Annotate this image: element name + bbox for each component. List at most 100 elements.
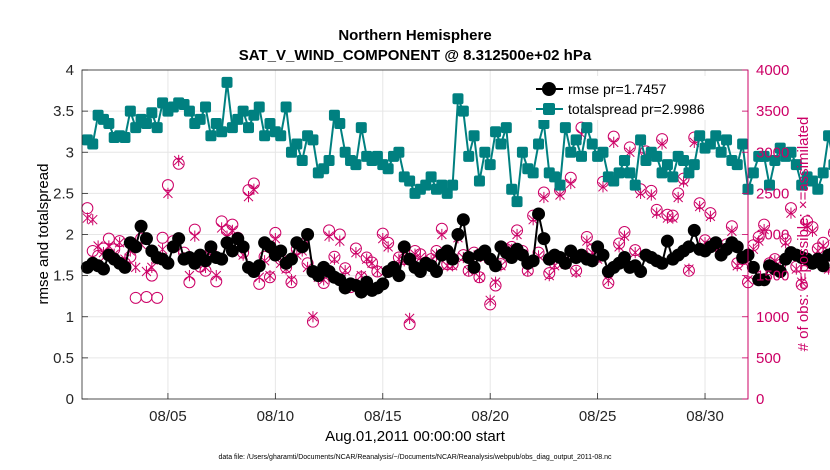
totalspread-point (253, 101, 265, 113)
rmse-point (655, 256, 669, 270)
y-right-tick-label: 1500 (756, 268, 789, 285)
rmse-point (295, 240, 309, 254)
rmse-point (225, 244, 239, 258)
y-right-tick-label: 1000 (756, 309, 789, 326)
rmse-point (129, 240, 143, 254)
totalspread-point (296, 154, 308, 166)
y-left-tick-label: 2.5 (53, 185, 74, 202)
obs-assimilated-point (474, 271, 485, 283)
legend-box (532, 76, 742, 120)
totalspread-point (479, 146, 491, 158)
totalspread-point (404, 175, 416, 187)
obs-assimilated-point (490, 276, 501, 288)
obs-assimilated-point (329, 253, 340, 265)
obs-assimilated-point (544, 270, 555, 282)
y-left-tick-label: 2 (66, 227, 74, 244)
obs-assimilated-point (555, 189, 565, 201)
rmse-point (204, 240, 218, 254)
obs-assimilated-point (780, 237, 791, 249)
obs-assimilated-point (265, 270, 275, 282)
rmse-point (746, 260, 760, 274)
rmse-point (134, 219, 148, 233)
totalspread-point (259, 130, 271, 142)
y-right-tick-label: 4000 (756, 62, 789, 79)
ticks: 0 0.5 1 1.5 2 2.5 3 3.5 4 08/05 08/10 08/15 08/20 08/… (53, 62, 789, 425)
rmse-point (392, 269, 406, 283)
legend-spread-marker (543, 103, 555, 115)
totalspread-point (661, 159, 673, 171)
totalspread-point (87, 138, 99, 150)
totalspread-point (140, 117, 152, 129)
totalspread-point (597, 146, 609, 158)
obs-assimilated-point (807, 225, 818, 237)
rmse-point (354, 285, 368, 299)
legend: rmse pr=1.7457 totalspread pr=2.9986 (532, 76, 742, 120)
totalspread-point (473, 175, 485, 187)
rmse-point (730, 240, 744, 254)
totalspread-point (205, 130, 217, 142)
rmse-point (274, 244, 288, 258)
rmse-point (462, 251, 476, 265)
totalspread-point (200, 101, 212, 113)
rmse-point (118, 260, 132, 274)
totalspread-point (731, 159, 743, 171)
totalspread-point (586, 138, 598, 150)
obs-assimilated-point (705, 210, 716, 223)
obs-assimilated-point (673, 191, 684, 204)
obs-assimilated-point (216, 222, 227, 234)
rmse-point (489, 259, 503, 273)
obs-assimilated-point (377, 232, 388, 245)
totalspread-point (425, 171, 437, 183)
totalspread-point (812, 183, 824, 195)
y-left-tick-label: 1.5 (53, 268, 74, 285)
obs-assimilated-point (211, 270, 222, 282)
totalspread-point (635, 134, 647, 146)
x-tick-label: 08/20 (471, 408, 509, 425)
rmse-point (773, 265, 787, 279)
obs-assimilated-point (791, 263, 802, 275)
y-right-tick-label: 3000 (756, 144, 789, 161)
obs-assimilated-point (786, 207, 796, 219)
rmse-point (757, 273, 771, 287)
totalspread-point (554, 179, 566, 191)
totalspread-point (747, 167, 759, 179)
obs-possible-point (827, 228, 830, 238)
obs-assimilated-point (651, 207, 662, 219)
rmse-point (376, 277, 390, 291)
obs-assimilated-point (796, 276, 807, 288)
totalspread-point (275, 130, 287, 142)
totalspread-point (216, 126, 228, 138)
y-right-tick-label: 3500 (756, 103, 789, 120)
totalspread-point (194, 113, 206, 125)
rmse-point (827, 247, 830, 258)
totalspread-point (581, 122, 593, 134)
totalspread-point (769, 154, 781, 166)
totalspread-point (527, 167, 539, 179)
totalspread-point (763, 179, 775, 191)
obs-assimilated-point (383, 241, 393, 253)
totalspread-point (559, 122, 571, 134)
y-left-tick-label: 1 (66, 309, 74, 326)
rmse-point (236, 240, 250, 254)
totalspread-point (576, 150, 587, 162)
legend-rmse-marker (542, 82, 556, 96)
totalspread-point (490, 126, 502, 138)
obs-assimilated-point (539, 191, 549, 204)
obs-assimilated-point (184, 270, 195, 282)
totalspread-point (516, 146, 528, 158)
obs-assimilated-point (87, 214, 98, 226)
obs-assimilated-point (630, 246, 641, 259)
totalspread-point (452, 93, 464, 105)
totalspread-point (237, 105, 249, 117)
totalspread-point (715, 146, 727, 158)
obs-assimilated-point (372, 265, 383, 277)
rmse-point (451, 228, 465, 241)
obs-assimilated-point (657, 138, 667, 150)
totalspread-point (737, 138, 749, 150)
obs-assimilated-point (361, 253, 372, 265)
obs-assimilated-point (437, 228, 447, 241)
obs-assimilated-point (598, 181, 608, 193)
rmse-point (456, 213, 470, 227)
totalspread-point (484, 159, 496, 171)
